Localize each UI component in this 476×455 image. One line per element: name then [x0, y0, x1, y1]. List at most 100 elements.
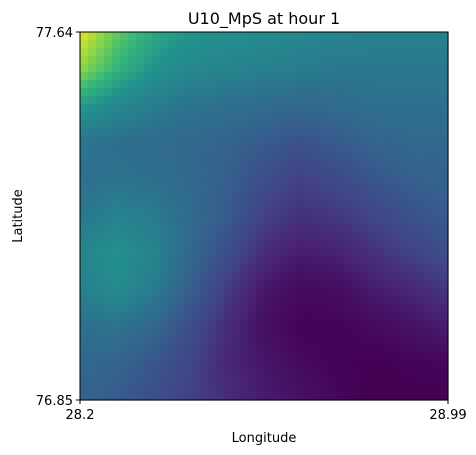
heatmap-cell [288, 120, 297, 129]
heatmap-cell [200, 368, 209, 377]
heatmap-cell [328, 32, 337, 41]
heatmap-cell [208, 88, 217, 97]
heatmap-cell [296, 112, 305, 121]
heatmap-cell [256, 352, 265, 361]
heatmap-cell [312, 96, 321, 105]
heatmap-cell [344, 392, 353, 401]
heatmap-cell [112, 96, 121, 105]
heatmap-cell [136, 40, 145, 49]
heatmap-cell [96, 72, 105, 81]
heatmap-cell [256, 384, 265, 393]
heatmap-cell [104, 256, 113, 265]
heatmap-cell [176, 88, 185, 97]
heatmap-cell [344, 248, 353, 257]
heatmap-cell [232, 104, 241, 113]
heatmap-cell [312, 176, 321, 185]
heatmap-cell [368, 200, 377, 209]
heatmap-cell [176, 104, 185, 113]
heatmap-cell [376, 352, 385, 361]
heatmap-cell [408, 312, 417, 321]
heatmap-cell [304, 248, 313, 257]
heatmap-cell [192, 328, 201, 337]
heatmap-cell [288, 216, 297, 225]
heatmap-cell [144, 360, 153, 369]
heatmap-cell [144, 96, 153, 105]
heatmap-cell [384, 232, 393, 241]
heatmap-cell [352, 336, 361, 345]
heatmap-cell [248, 208, 257, 217]
heatmap-cell [272, 56, 281, 65]
heatmap-cell [368, 152, 377, 161]
heatmap-cell [80, 368, 89, 377]
heatmap-cell [296, 120, 305, 129]
heatmap-cell [136, 184, 145, 193]
heatmap-cell [240, 272, 249, 281]
heatmap-cell [432, 384, 441, 393]
heatmap-cell [424, 344, 433, 353]
heatmap-cell [392, 152, 401, 161]
heatmap-cell [176, 200, 185, 209]
heatmap-cell [392, 328, 401, 337]
heatmap-cell [328, 176, 337, 185]
heatmap-cell [288, 208, 297, 217]
heatmap-cell [256, 328, 265, 337]
heatmap-cell [80, 280, 89, 289]
heatmap-cell [184, 160, 193, 169]
heatmap-cell [344, 376, 353, 385]
heatmap-cell [328, 360, 337, 369]
heatmap-cell [280, 48, 289, 57]
heatmap-cell [224, 88, 233, 97]
heatmap-cell [328, 200, 337, 209]
heatmap-cell [392, 120, 401, 129]
heatmap-cell [112, 128, 121, 137]
heatmap-cell [368, 88, 377, 97]
heatmap-cell [216, 368, 225, 377]
heatmap-cell [80, 96, 89, 105]
heatmap-cell [440, 248, 449, 257]
heatmap-cell [256, 192, 265, 201]
heatmap-cell [176, 48, 185, 57]
heatmap-cell [144, 304, 153, 313]
heatmap-cell [376, 320, 385, 329]
heatmap-cell [256, 296, 265, 305]
heatmap-cell [384, 376, 393, 385]
heatmap-cell [400, 352, 409, 361]
heatmap-cell [176, 272, 185, 281]
heatmap-cell [440, 160, 449, 169]
heatmap-cell [344, 184, 353, 193]
heatmap-cell [440, 304, 449, 313]
heatmap-cell [392, 72, 401, 81]
heatmap-cell [96, 200, 105, 209]
heatmap-cell [184, 192, 193, 201]
heatmap-cell [272, 272, 281, 281]
heatmap-cell [344, 304, 353, 313]
heatmap-cell [160, 240, 169, 249]
heatmap-cell [208, 224, 217, 233]
heatmap-cell [272, 32, 281, 41]
heatmap-cell [392, 200, 401, 209]
heatmap-cell [112, 56, 121, 65]
heatmap-cell [200, 80, 209, 89]
heatmap-cell [248, 384, 257, 393]
heatmap-cell [408, 344, 417, 353]
heatmap-cell [208, 152, 217, 161]
heatmap-cell [128, 288, 137, 297]
heatmap-cell [328, 272, 337, 281]
heatmap-cell [336, 80, 345, 89]
heatmap-cell [288, 160, 297, 169]
heatmap-cell [96, 360, 105, 369]
heatmap-cell [272, 104, 281, 113]
heatmap-cell [88, 208, 97, 217]
heatmap-cell [216, 344, 225, 353]
heatmap-cell [440, 256, 449, 265]
heatmap-cell [312, 352, 321, 361]
heatmap-cell [280, 184, 289, 193]
heatmap-cell [96, 376, 105, 385]
heatmap-cell [304, 96, 313, 105]
heatmap-cell [120, 256, 129, 265]
heatmap-cell [88, 256, 97, 265]
heatmap-cell [208, 184, 217, 193]
heatmap-cell [432, 312, 441, 321]
heatmap-cell [376, 88, 385, 97]
heatmap-cell [216, 232, 225, 241]
